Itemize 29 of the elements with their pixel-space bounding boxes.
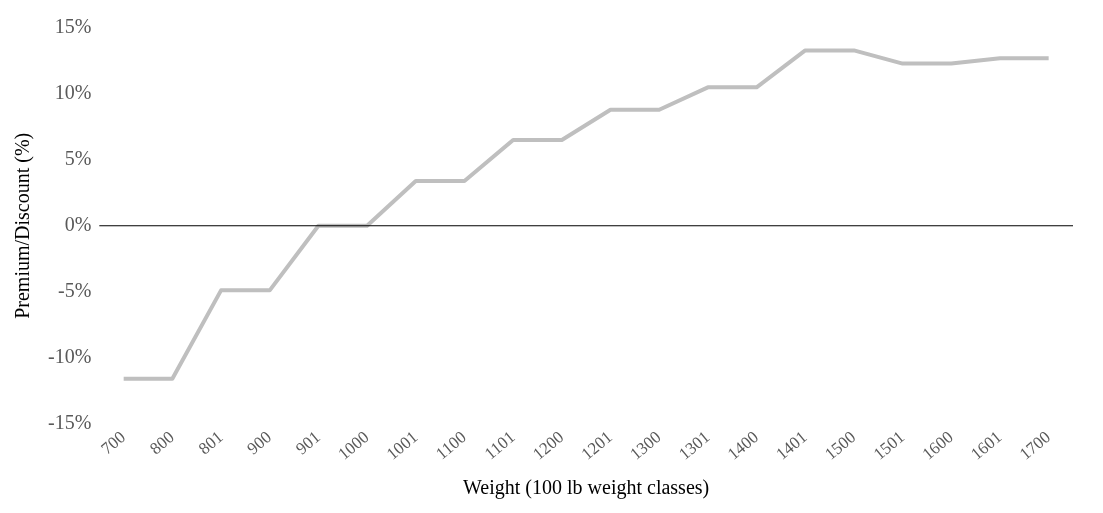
x-tick-label: 900 bbox=[243, 427, 276, 459]
x-tick-label: 1501 bbox=[869, 427, 909, 464]
x-tick-label: 801 bbox=[194, 427, 227, 459]
x-tick-label: 1101 bbox=[480, 427, 519, 464]
x-tick-label: 800 bbox=[146, 427, 178, 459]
x-tick-label: 1401 bbox=[772, 427, 811, 464]
x-tick-label: 1601 bbox=[967, 427, 1006, 464]
x-tick-label: 1600 bbox=[918, 427, 957, 464]
y-tick-label: 0% bbox=[64, 213, 92, 236]
x-tick-label: 1200 bbox=[529, 427, 568, 464]
y-tick-label: 10% bbox=[54, 81, 92, 104]
y-tick-label: -10% bbox=[47, 344, 92, 367]
x-tick-label: 1100 bbox=[432, 427, 470, 464]
x-axis-title: Weight (100 lb weight classes) bbox=[463, 476, 710, 500]
y-tick-label: -15% bbox=[47, 410, 92, 433]
x-tick-label: 700 bbox=[97, 427, 130, 459]
y-tick-label: 5% bbox=[64, 147, 92, 170]
x-tick-label: 1700 bbox=[1015, 427, 1055, 464]
x-tick-label: 1300 bbox=[626, 427, 665, 464]
x-tick-label: 901 bbox=[292, 427, 324, 459]
x-tick-label: 1301 bbox=[675, 427, 714, 464]
y-axis-title: Premium/Discount (%) bbox=[11, 132, 35, 319]
x-tick-label: 1201 bbox=[577, 427, 616, 464]
y-tick-label: -5% bbox=[57, 278, 92, 301]
x-tick-label: 1500 bbox=[821, 427, 860, 464]
x-tick-label: 1400 bbox=[723, 427, 762, 464]
x-tick-label: 1001 bbox=[382, 427, 422, 464]
y-tick-label: 15% bbox=[54, 15, 92, 38]
x-tick-label: 1000 bbox=[334, 427, 373, 464]
